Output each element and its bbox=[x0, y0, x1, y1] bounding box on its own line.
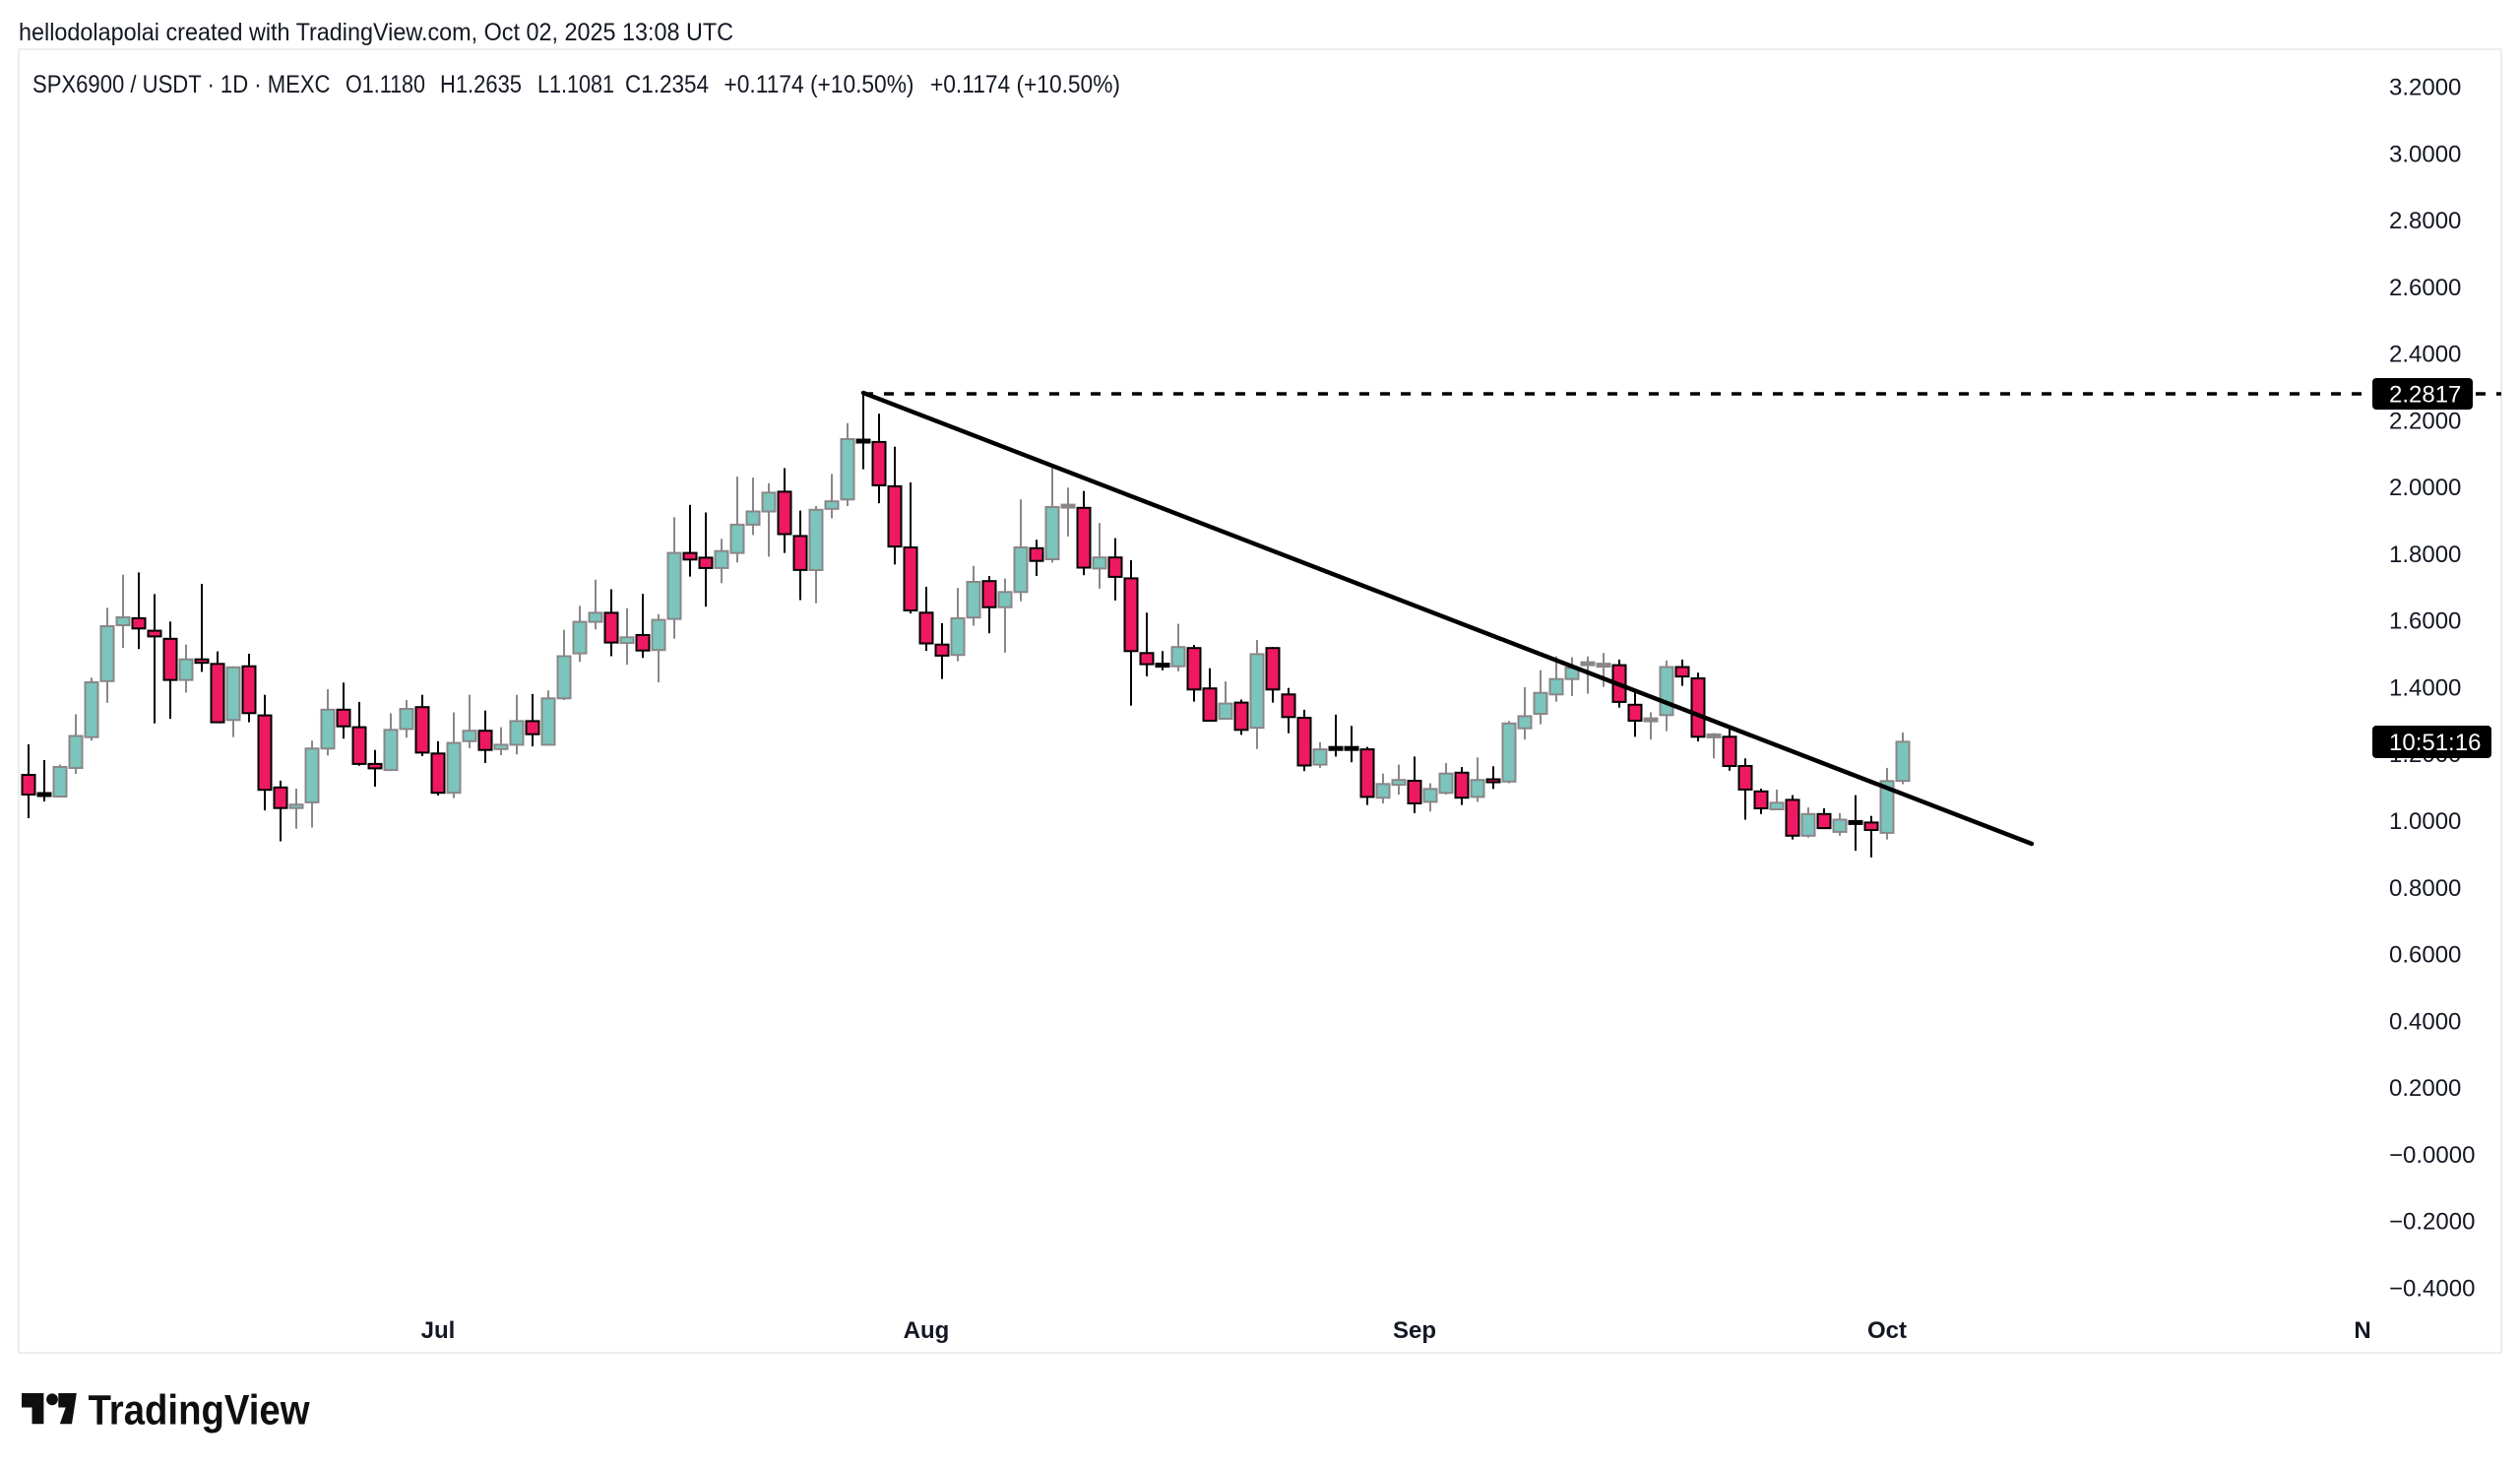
svg-text:−0.4000: −0.4000 bbox=[2389, 1275, 2475, 1302]
svg-text:0.8000: 0.8000 bbox=[2389, 875, 2461, 902]
svg-text:H1.2635: H1.2635 bbox=[440, 71, 522, 98]
svg-text:C1.2354: C1.2354 bbox=[625, 71, 709, 98]
svg-text:TradingView: TradingView bbox=[89, 1386, 310, 1434]
svg-text:O1.1180: O1.1180 bbox=[346, 71, 425, 98]
svg-text:2.2000: 2.2000 bbox=[2389, 408, 2461, 434]
svg-text:Oct: Oct bbox=[1867, 1317, 1907, 1344]
svg-text:10:51:16: 10:51:16 bbox=[2389, 730, 2481, 756]
svg-text:hellodolapolai created with Tr: hellodolapolai created with TradingView.… bbox=[19, 19, 733, 46]
svg-text:1.0000: 1.0000 bbox=[2389, 808, 2461, 835]
svg-text:2.2817: 2.2817 bbox=[2389, 382, 2461, 409]
svg-text:−0.0000: −0.0000 bbox=[2389, 1142, 2475, 1169]
svg-text:1.4000: 1.4000 bbox=[2389, 675, 2461, 702]
svg-text:Jul: Jul bbox=[421, 1317, 456, 1344]
svg-text:2.8000: 2.8000 bbox=[2389, 208, 2461, 234]
svg-text:+0.1174 (+10.50%): +0.1174 (+10.50%) bbox=[724, 71, 914, 98]
svg-text:2.4000: 2.4000 bbox=[2389, 342, 2461, 368]
svg-text:2.6000: 2.6000 bbox=[2389, 275, 2461, 301]
svg-text:+0.1174 (+10.50%): +0.1174 (+10.50%) bbox=[930, 71, 1120, 98]
svg-text:SPX6900 / USDT · 1D · MEXC: SPX6900 / USDT · 1D · MEXC bbox=[32, 71, 331, 98]
svg-text:0.4000: 0.4000 bbox=[2389, 1008, 2461, 1035]
svg-text:1.8000: 1.8000 bbox=[2389, 542, 2461, 568]
svg-text:N: N bbox=[2354, 1317, 2370, 1344]
svg-text:−0.2000: −0.2000 bbox=[2389, 1209, 2475, 1236]
svg-text:3.0000: 3.0000 bbox=[2389, 141, 2461, 167]
svg-text:0.6000: 0.6000 bbox=[2389, 942, 2461, 969]
svg-text:1.6000: 1.6000 bbox=[2389, 608, 2461, 635]
svg-text:L1.1081: L1.1081 bbox=[537, 71, 614, 98]
svg-text:0.2000: 0.2000 bbox=[2389, 1075, 2461, 1102]
svg-text:Aug: Aug bbox=[904, 1317, 950, 1344]
svg-text:3.2000: 3.2000 bbox=[2389, 75, 2461, 101]
svg-text:2.0000: 2.0000 bbox=[2389, 475, 2461, 501]
svg-text:Sep: Sep bbox=[1393, 1317, 1436, 1344]
